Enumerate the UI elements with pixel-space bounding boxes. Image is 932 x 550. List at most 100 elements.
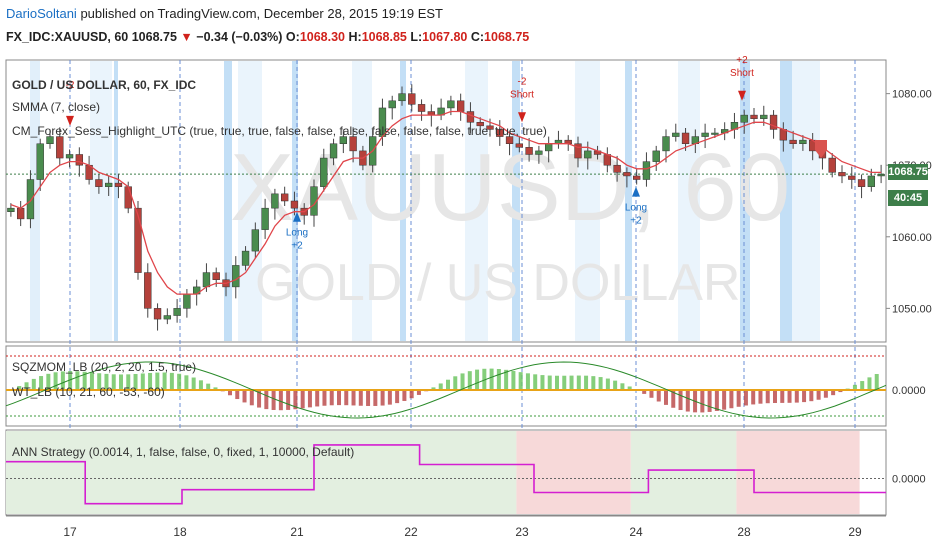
momentum-bar xyxy=(467,371,472,390)
momentum-bar xyxy=(39,376,44,390)
time-tick-label: 28 xyxy=(737,525,751,539)
candle-body xyxy=(711,132,719,135)
momentum-bar xyxy=(576,375,581,390)
candle-body xyxy=(398,93,406,102)
momentum-bar xyxy=(24,382,29,390)
publish-header: DarioSoltani published on TradingView.co… xyxy=(6,6,443,21)
candle-body xyxy=(202,272,211,288)
momentum-bar xyxy=(337,390,341,406)
candle-body xyxy=(16,207,25,220)
high-label: H: xyxy=(348,30,362,44)
momentum-bar xyxy=(82,371,87,390)
wavetrend-line xyxy=(5,361,887,419)
long-arrow-icon xyxy=(632,186,640,197)
osc-axis-label: 0.0000 xyxy=(892,385,926,397)
momentum-bar xyxy=(111,374,116,390)
candle-body xyxy=(251,229,260,252)
session-band xyxy=(625,61,632,341)
candle-body xyxy=(310,186,318,216)
momentum-bar xyxy=(162,372,167,390)
momentum-bar xyxy=(31,378,36,390)
smma-legend[interactable]: SMMA (7, close) xyxy=(12,100,101,114)
momentum-bar xyxy=(671,390,676,408)
ann-strategy-legend[interactable]: ANN Strategy (0.0014, 1, false, false, 0… xyxy=(12,445,355,459)
momentum-bar xyxy=(831,390,836,396)
candle-body xyxy=(232,265,240,288)
sqzmom-legend[interactable]: SQZMOM_LB (20, 2, 20, 1.5, true) xyxy=(12,360,197,374)
momentum-bar xyxy=(605,378,610,390)
momentum-bar xyxy=(53,372,58,390)
momentum-bar xyxy=(402,390,407,401)
momentum-bar xyxy=(307,390,312,408)
candle-body xyxy=(144,272,152,309)
momentum-bar xyxy=(656,390,661,402)
momentum-bar xyxy=(489,368,494,390)
momentum-bar xyxy=(838,390,843,393)
momentum-bar xyxy=(380,390,385,406)
momentum-bar xyxy=(787,390,792,403)
momentum-bar xyxy=(351,390,356,406)
open-label: O: xyxy=(285,30,300,44)
momentum-bar xyxy=(540,375,545,390)
candle-body xyxy=(349,136,357,152)
time-tick-label: 29 xyxy=(848,525,862,539)
short-signal-label: -2 xyxy=(66,80,75,91)
momentum-bar xyxy=(453,376,458,390)
momentum-bar xyxy=(191,377,196,390)
close-label: C: xyxy=(470,30,485,44)
candle-body xyxy=(740,114,748,123)
candle-body xyxy=(632,175,641,180)
short-signal-sublabel: Short xyxy=(510,89,534,100)
momentum-bar xyxy=(874,374,879,390)
momentum-bar xyxy=(198,380,203,390)
candle-body xyxy=(496,129,504,137)
momentum-bar xyxy=(482,368,487,390)
session-band xyxy=(740,61,750,341)
candle-body xyxy=(104,182,113,187)
momentum-bar xyxy=(148,372,153,390)
momentum-bar xyxy=(387,390,392,405)
momentum-bar xyxy=(809,390,814,402)
momentum-bar xyxy=(257,390,262,408)
candle-body xyxy=(261,207,269,230)
candle-body xyxy=(290,200,299,209)
time-tick-label: 21 xyxy=(290,525,304,539)
momentum-bar xyxy=(707,390,712,412)
momentum-bar xyxy=(315,390,320,407)
author-link[interactable]: DarioSoltani xyxy=(6,6,77,21)
candle-body xyxy=(486,125,494,130)
candle-body xyxy=(163,315,172,320)
candle-body xyxy=(7,207,15,212)
momentum-bar xyxy=(300,390,305,409)
strategy-axis-label: 0.0000 xyxy=(892,474,926,486)
candle-body xyxy=(515,143,524,148)
candle-body xyxy=(623,172,631,177)
momentum-bar xyxy=(366,390,371,406)
price-axis-label: 1050.00 xyxy=(892,303,932,315)
wt-legend[interactable]: WT_LB (10, 21, 60, -53, -60) xyxy=(12,385,165,399)
last-price: 1068.75 xyxy=(131,30,177,44)
session-band xyxy=(575,61,600,341)
candle-body xyxy=(124,186,132,209)
candle-body xyxy=(525,147,533,155)
long-signal-sublabel: +2 xyxy=(291,241,303,252)
time-tick-label: 23 xyxy=(515,525,529,539)
momentum-bar xyxy=(802,390,807,403)
session-legend[interactable]: CM_Forex_Sess_Highlight_UTC (true, true,… xyxy=(12,124,547,138)
strategy-zone xyxy=(226,431,517,514)
candle-body xyxy=(584,150,592,159)
momentum-bar xyxy=(395,390,400,404)
candle-body xyxy=(544,143,553,152)
momentum-bar xyxy=(416,390,421,395)
candle-body xyxy=(271,193,279,209)
candle-body xyxy=(26,179,35,220)
open-value: 1068.30 xyxy=(299,30,345,44)
momentum-bar xyxy=(729,390,734,409)
last-price-tag: 1068.75 xyxy=(888,164,928,180)
candle-body xyxy=(339,136,348,144)
momentum-bar xyxy=(60,371,65,390)
momentum-bar xyxy=(75,371,80,390)
momentum-bar xyxy=(169,372,174,390)
candle-body xyxy=(613,164,621,173)
